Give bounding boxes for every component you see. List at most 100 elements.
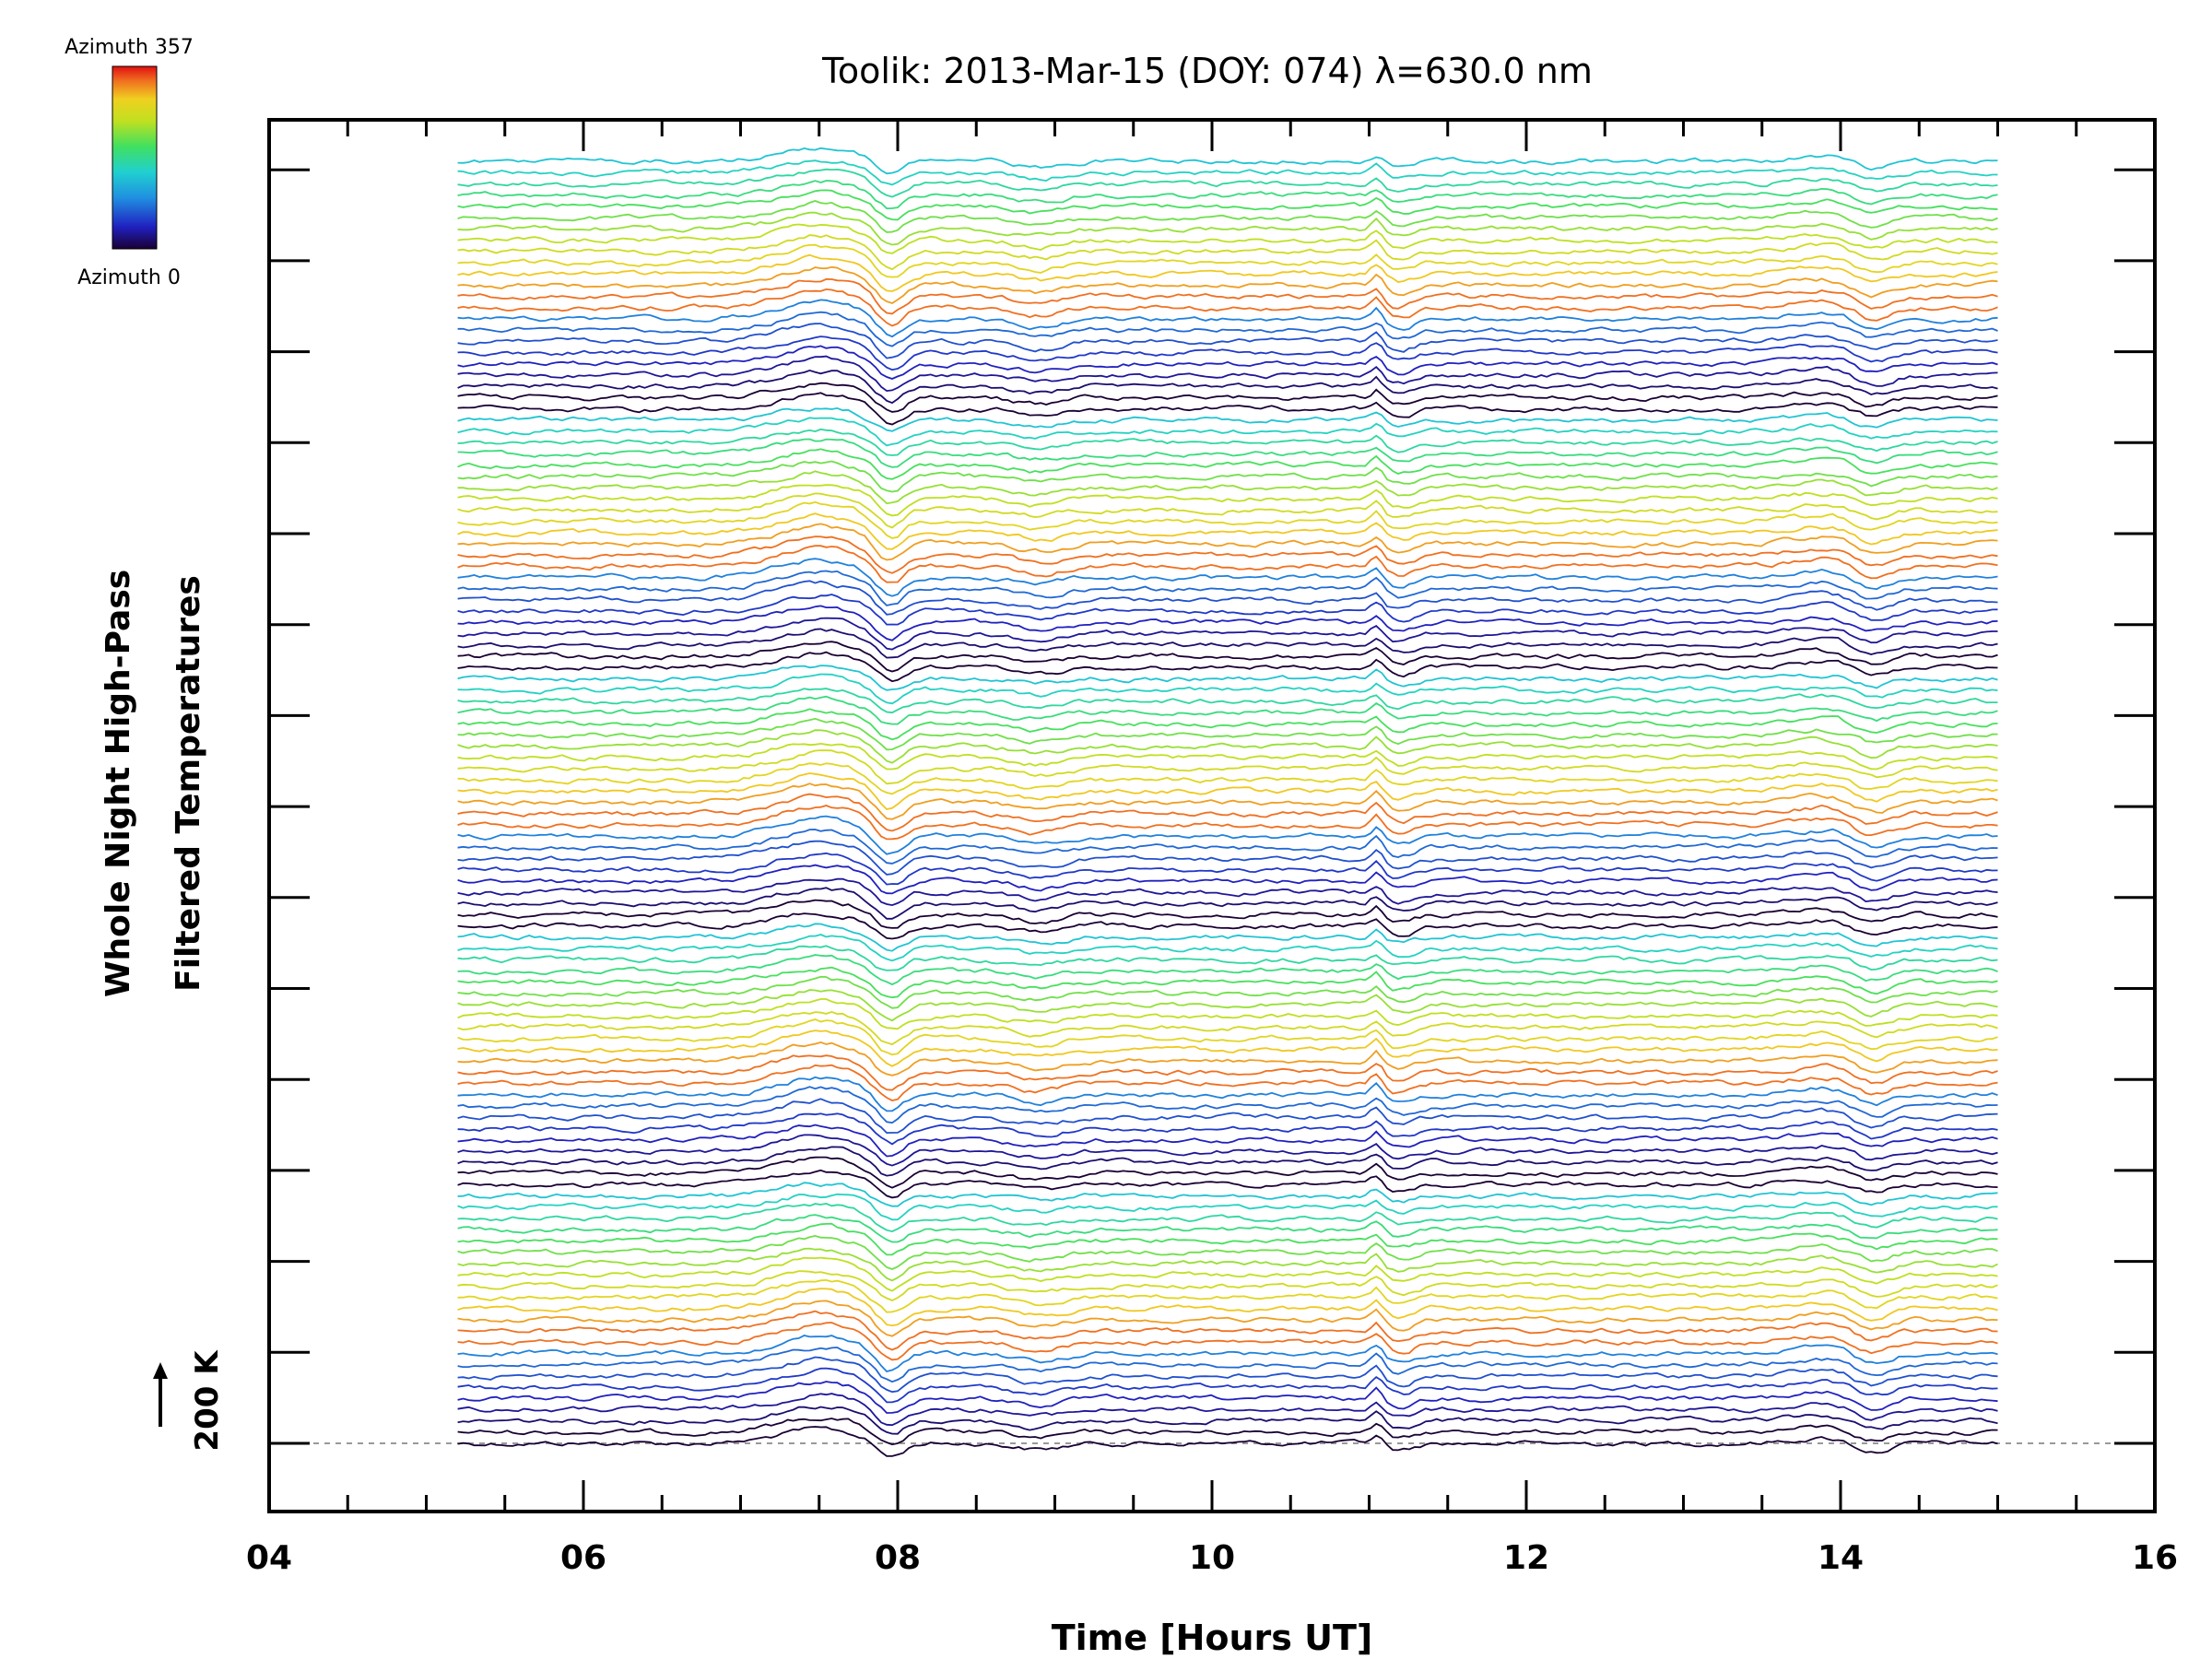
- series-line: [457, 594, 1998, 626]
- series-line: [457, 288, 1998, 327]
- y-axis-label: Whole Night High-Pass Filtered Temperatu…: [100, 570, 207, 997]
- series-line: [457, 1406, 1998, 1435]
- series-line: [457, 762, 1998, 795]
- series-line: [457, 345, 1998, 380]
- series-line: [457, 1182, 1998, 1207]
- series-line: [457, 512, 1998, 550]
- series-line: [457, 470, 1998, 505]
- series-line: [457, 211, 1998, 246]
- series-line: [457, 912, 1998, 940]
- scale-bar-label: 200 K: [189, 1349, 226, 1452]
- series-line: [457, 180, 1998, 210]
- series-line: [457, 523, 1998, 561]
- series-line: [457, 829, 1998, 865]
- series-line: [457, 392, 1998, 426]
- series-line: [457, 492, 1998, 529]
- colorbar-bottom-label: Azimuth 0: [77, 266, 181, 289]
- series-line: [457, 1064, 1998, 1101]
- series-line: [457, 1124, 1998, 1158]
- series-line: [457, 945, 1998, 971]
- series-line: [457, 1310, 1998, 1351]
- series-line: [457, 782, 1998, 820]
- series-line: [457, 1169, 1998, 1199]
- series-line: [457, 311, 1998, 347]
- series-line: [457, 1300, 1998, 1337]
- series-line: [457, 665, 1998, 691]
- series-line: [457, 1288, 1998, 1327]
- series-line: [457, 460, 1998, 493]
- series-line: [457, 428, 1998, 456]
- series-line: [457, 708, 1998, 741]
- traces: [457, 147, 1998, 1457]
- series-line: [457, 793, 1998, 832]
- series-line: [457, 1134, 1998, 1167]
- x-tick-labels: 04 06 08 10 12 14 16: [246, 1539, 2178, 1577]
- series-line: [457, 717, 1998, 751]
- series-line: [457, 417, 1998, 447]
- x-tick-label: 14: [1818, 1539, 1864, 1577]
- series-line: [457, 253, 1998, 292]
- series-line: [457, 234, 1998, 271]
- y-axis-label-line2: Filtered Temperatures: [170, 575, 207, 992]
- series-line: [457, 1041, 1998, 1077]
- series-line: [457, 998, 1998, 1030]
- series-line: [457, 1214, 1998, 1243]
- series-line: [457, 369, 1998, 405]
- series-line: [457, 570, 1998, 606]
- series-line: [457, 975, 1998, 1009]
- series-line: [457, 628, 1998, 659]
- series-line: [457, 1322, 1998, 1361]
- series-line: [457, 899, 1998, 929]
- series-line: [457, 1086, 1998, 1124]
- series-line: [457, 1418, 1998, 1446]
- series-line: [457, 323, 1998, 359]
- series-line: [457, 438, 1998, 468]
- series-line: [457, 1202, 1998, 1233]
- series-line: [457, 335, 1998, 371]
- series-line: [457, 749, 1998, 785]
- series-line: [457, 1193, 1998, 1221]
- series-line: [457, 159, 1998, 186]
- series-line: [457, 742, 1998, 771]
- series-line: [457, 954, 1998, 986]
- series-line: [457, 355, 1998, 393]
- series-line: [457, 277, 1998, 315]
- series-line: [457, 852, 1998, 886]
- series-line: [457, 1010, 1998, 1046]
- colorbar: [112, 65, 158, 250]
- series-line: [457, 1381, 1998, 1414]
- series-line: [457, 1222, 1998, 1256]
- series-line: [457, 299, 1998, 338]
- series-line: [457, 1247, 1998, 1282]
- series-line: [457, 558, 1998, 597]
- series-line: [457, 934, 1998, 962]
- x-tick-label: 16: [2132, 1539, 2178, 1577]
- series-line: [457, 772, 1998, 810]
- series-line: [457, 805, 1998, 841]
- series-line: [457, 1335, 1998, 1373]
- series-line: [457, 729, 1998, 764]
- series-line: [457, 1270, 1998, 1301]
- series-line: [457, 1076, 1998, 1112]
- scale-bar: 200 K: [153, 1349, 226, 1452]
- series-line: [457, 580, 1998, 616]
- series-line: [457, 448, 1998, 480]
- x-tick-label: 04: [246, 1539, 292, 1577]
- series-line: [457, 1356, 1998, 1394]
- series-line: [457, 189, 1998, 221]
- series-line: [457, 605, 1998, 641]
- y-axis-label-line1: Whole Night High-Pass: [100, 570, 137, 997]
- series-line: [457, 815, 1998, 855]
- axis-ticks: [267, 120, 2157, 1512]
- series-line: [457, 1018, 1998, 1056]
- series-line: [457, 168, 1998, 198]
- series-line: [457, 966, 1998, 999]
- x-tick-label: 12: [1503, 1539, 1549, 1577]
- series-line: [457, 989, 1998, 1022]
- series-line: [457, 1054, 1998, 1091]
- series-line: [457, 864, 1998, 895]
- series-line: [457, 1146, 1998, 1177]
- series-line: [457, 500, 1998, 539]
- series-line: [457, 545, 1998, 583]
